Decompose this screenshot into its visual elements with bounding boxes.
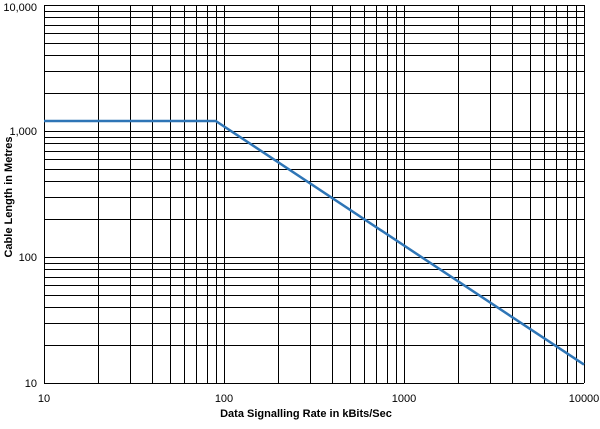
x-tick-label: 10000 xyxy=(569,393,600,405)
series-line xyxy=(44,119,585,366)
y-tick-label: 100 xyxy=(19,252,37,264)
series-layer xyxy=(44,119,585,366)
tick-labels: 10 100 1000 10000 10 100 1,000 10,000 xyxy=(3,2,599,405)
grid xyxy=(44,5,585,384)
y-axis-label: Cable Length in Metres xyxy=(3,136,15,257)
y-tick-label: 1,000 xyxy=(9,126,37,138)
x-tick-label: 10 xyxy=(38,393,50,405)
y-tick-label: 10,000 xyxy=(3,2,37,14)
x-axis-label: Data Signalling Rate in kBits/Sec xyxy=(220,408,392,420)
y-tick-label: 10 xyxy=(25,378,37,390)
x-tick-label: 1000 xyxy=(392,393,416,405)
x-tick-label: 100 xyxy=(215,393,233,405)
